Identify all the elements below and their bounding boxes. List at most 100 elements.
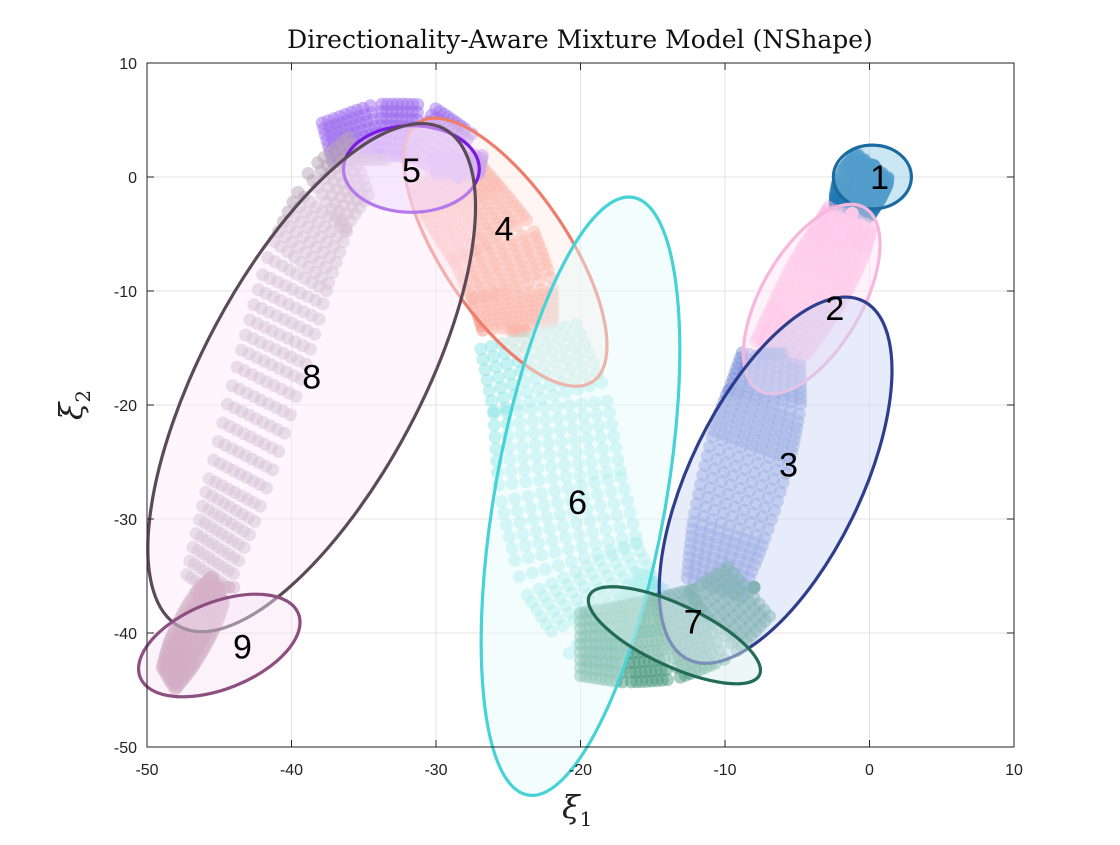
trajectory-point-6	[594, 431, 608, 445]
trajectory-point-6	[590, 366, 604, 380]
trajectory-point-6	[586, 356, 600, 370]
trajectory-point-6	[545, 534, 559, 547]
trajectory-point-6	[532, 382, 545, 395]
trajectory-point-6	[520, 385, 534, 399]
trajectory-point-6	[541, 436, 555, 450]
trajectory-point-6	[562, 543, 575, 556]
trajectory-point-6	[552, 365, 565, 379]
trajectory-point-6	[573, 468, 587, 482]
trajectory-point-6	[558, 458, 572, 472]
trajectory-point-6	[577, 490, 591, 504]
trajectory-point-6	[500, 357, 514, 371]
x-tick-label: -20	[569, 762, 592, 779]
trajectory-point-6	[559, 352, 573, 366]
trajectory-point-6	[517, 463, 531, 477]
trajectory-point-6	[526, 414, 540, 428]
trajectory-point-6	[548, 545, 562, 559]
trajectory-point-6	[592, 419, 606, 433]
trajectory-point-6	[515, 439, 529, 453]
trajectory-point-6	[584, 455, 598, 469]
trajectory-point-6	[600, 394, 614, 408]
y-tick-label: -20	[114, 398, 137, 415]
trajectory-point-6	[527, 426, 541, 440]
trajectory-point-6	[516, 451, 530, 465]
trajectory-point-6	[607, 497, 621, 510]
trajectory-point-6	[556, 519, 570, 533]
component-label-5: 5	[402, 152, 421, 190]
trajectory-point-6	[503, 367, 517, 381]
trajectory-point-1	[867, 159, 881, 173]
trajectory-point-6	[610, 508, 624, 522]
trajectory-point-6	[545, 345, 558, 359]
trajectory-point-4	[519, 213, 533, 227]
trajectory-point-6	[559, 531, 573, 545]
x-tick-label: -50	[135, 762, 158, 779]
trajectory-point-6	[544, 460, 558, 474]
trajectory-point-6	[577, 409, 591, 423]
trajectory-point-6	[578, 337, 592, 351]
x-tick-label: 0	[865, 762, 874, 779]
trajectory-point-6	[607, 429, 621, 443]
trajectory-point-6	[513, 416, 527, 429]
trajectory-point-6	[539, 413, 552, 427]
trajectory-point-6	[583, 444, 597, 458]
trajectory-point-6	[582, 346, 596, 360]
trajectory-point-6	[574, 479, 588, 492]
trajectory-point-6	[547, 388, 561, 402]
y-tick-label: 10	[119, 56, 137, 73]
component-label-4: 4	[494, 210, 513, 248]
trajectory-point-6	[579, 369, 593, 383]
trajectory-point-6	[550, 400, 564, 414]
trajectory-point-6	[595, 376, 608, 390]
trajectory-point-6	[575, 397, 589, 411]
trajectory-point-6	[506, 334, 520, 348]
trajectory-point-6	[568, 433, 582, 447]
trajectory-point-4	[504, 324, 518, 338]
trajectory-point-6	[579, 420, 593, 434]
trajectory-point-6	[553, 423, 567, 437]
trajectory-point-6	[562, 398, 576, 412]
trajectory-point-6	[537, 358, 551, 372]
trajectory-point-6	[603, 406, 616, 420]
y-tick-label: -10	[114, 284, 137, 301]
trajectory-point-6	[514, 427, 528, 441]
trajectory-point-6	[537, 498, 551, 512]
trajectory-point-6	[548, 484, 562, 498]
trajectory-point-6	[556, 343, 570, 356]
trajectory-point-6	[626, 517, 640, 531]
trajectory-point-6	[564, 555, 578, 569]
trajectory-point-6	[583, 514, 597, 528]
chart-title: Directionality-Aware Mixture Model (NSha…	[287, 25, 873, 54]
trajectory-point-6	[540, 425, 554, 438]
trajectory-point-6	[519, 475, 533, 489]
trajectory-point-6	[537, 401, 551, 415]
trajectory-point-6	[574, 327, 587, 341]
trajectory-point-6	[590, 407, 604, 421]
trajectory-point-6	[548, 355, 562, 369]
component-label-7: 7	[684, 604, 703, 642]
trajectory-point-6	[559, 385, 573, 399]
trajectory-point-6	[537, 326, 551, 339]
trajectory-point-4	[509, 219, 523, 233]
trajectory-point-6	[564, 410, 578, 424]
trajectory-point-6	[594, 499, 607, 513]
trajectory-point-6	[487, 406, 501, 420]
trajectory-point-6	[588, 537, 602, 551]
trajectory-point-6	[548, 323, 562, 337]
trajectory-point-6	[575, 359, 589, 373]
trajectory-point-6	[580, 502, 594, 516]
trajectory-point-6	[617, 482, 631, 496]
trajectory-point-6	[596, 442, 610, 456]
component-label-8: 8	[302, 359, 321, 397]
trajectory-point-6	[543, 522, 556, 536]
trajectory-point-6	[512, 404, 526, 418]
trajectory-point-6	[599, 523, 613, 537]
component-label-3: 3	[779, 446, 798, 484]
trajectory-point-5	[430, 167, 444, 181]
trajectory-point-6	[553, 507, 567, 521]
trajectory-point-6	[530, 449, 543, 463]
trajectory-point-6	[581, 432, 595, 446]
trajectory-point-6	[559, 320, 573, 334]
